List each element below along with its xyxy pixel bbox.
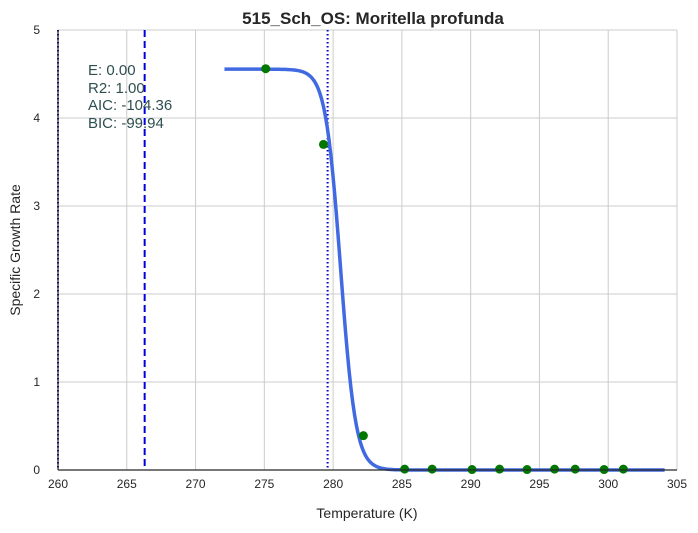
fit-curve	[224, 67, 665, 472]
x-tick-label: 265	[117, 477, 137, 491]
x-tick-labels: 260 265 270 275 280 285 290 295 300 305	[48, 477, 687, 491]
chart-title: 515_Sch_OS: Moritella profunda	[242, 9, 504, 28]
y-tick-label: 5	[33, 23, 40, 37]
y-tick-label: 0	[33, 463, 40, 477]
y-tick-labels: 0 1 2 3 4 5	[33, 23, 40, 477]
data-point	[318, 139, 328, 149]
x-tick-label: 290	[461, 477, 481, 491]
x-axis-label: Temperature (K)	[316, 505, 417, 521]
x-tick-label: 260	[48, 477, 68, 491]
data-point	[570, 464, 580, 474]
data-point	[358, 431, 368, 441]
data-point	[427, 464, 437, 474]
data-point	[550, 464, 560, 474]
y-tick-label: 4	[33, 111, 40, 125]
y-axis-label: Specific Growth Rate	[7, 184, 23, 316]
y-tick-label: 3	[33, 199, 40, 213]
stat-bic: BIC: -99.94	[88, 115, 164, 132]
data-point	[400, 464, 410, 474]
x-tick-label: 305	[667, 477, 687, 491]
stat-e: E: 0.00	[88, 62, 136, 79]
x-tick-label: 275	[254, 477, 274, 491]
stat-aic: AIC: -104.36	[88, 97, 172, 114]
stat-r2: R2: 1.00	[88, 80, 145, 97]
x-tick-label: 280	[323, 477, 343, 491]
x-tick-label: 270	[186, 477, 206, 491]
grid	[57, 29, 678, 471]
x-tick-label: 300	[598, 477, 618, 491]
data-points	[261, 64, 628, 475]
y-tick-label: 1	[33, 375, 40, 389]
x-tick-label: 295	[529, 477, 549, 491]
fit-statistics: E: 0.00 R2: 1.00 AIC: -104.36 BIC: -99.9…	[88, 62, 172, 132]
x-tick-label: 285	[392, 477, 412, 491]
data-point	[261, 64, 271, 74]
axes	[57, 30, 677, 471]
y-tick-label: 2	[33, 287, 40, 301]
data-point	[495, 464, 505, 474]
data-point	[618, 464, 628, 474]
